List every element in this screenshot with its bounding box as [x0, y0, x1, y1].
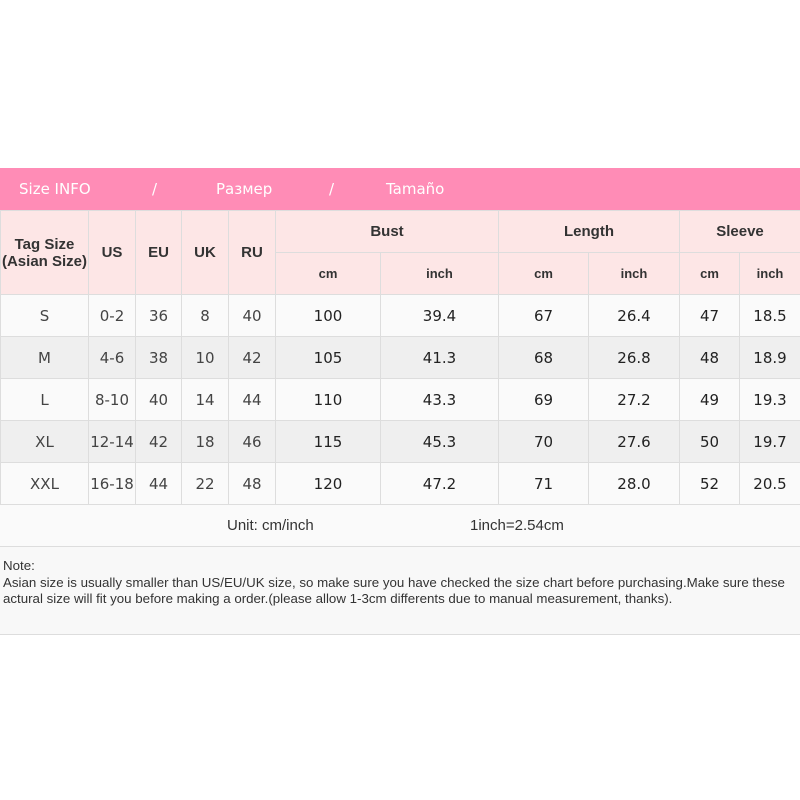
cell-sleeve-cm: 50 [679, 420, 740, 463]
cell-eu: 42 [135, 420, 182, 463]
cell-us: 12-14 [88, 420, 136, 463]
cell-length-cm: 70 [498, 420, 589, 463]
cell-us: 8-10 [88, 378, 136, 421]
note-text: Asian size is usually smaller than US/EU… [3, 574, 785, 607]
header-sleeve: Sleeve [678, 210, 800, 253]
cell-bust-inch: 39.4 [380, 294, 499, 337]
cell-sleeve-cm: 49 [679, 378, 740, 421]
cell-length-inch: 27.6 [588, 420, 680, 463]
header-length-inch: inch [588, 252, 680, 295]
cell-bust-cm: 100 [275, 294, 381, 337]
size-info-title-bar: Size INFO / Размер / Tamaño [0, 168, 800, 210]
header-length: Length [498, 210, 680, 253]
cell-uk: 22 [181, 462, 229, 505]
cell-length-inch: 26.8 [588, 336, 680, 379]
title-separator: / [329, 180, 335, 198]
header-uk: UK [181, 210, 229, 295]
header-us: US [88, 210, 136, 295]
cell-bust-cm: 115 [275, 420, 381, 463]
note-heading: Note: [3, 558, 35, 573]
cell-sleeve-inch: 18.9 [738, 336, 800, 379]
cell-length-cm: 69 [498, 378, 589, 421]
cell-ru: 46 [228, 420, 276, 463]
cell-uk: 14 [181, 378, 229, 421]
size-table: Tag Size (Asian Size) US EU UK RU Bust L… [0, 210, 800, 505]
cell-sleeve-cm: 47 [679, 294, 740, 337]
unit-label: Unit: cm/inch [227, 517, 314, 534]
note-section: Note: Asian size is usually smaller than… [0, 547, 800, 635]
title-tamano: Tamaño [386, 180, 445, 198]
cell-sleeve-cm: 52 [679, 462, 740, 505]
cell-bust-inch: 41.3 [380, 336, 499, 379]
cell-length-inch: 28.0 [588, 462, 680, 505]
cell-sleeve-inch: 18.5 [738, 294, 800, 337]
header-eu: EU [135, 210, 182, 295]
table-row: L 8-10 40 14 44 110 43.3 69 27.2 49 19.3 [0, 378, 800, 421]
cell-ru: 40 [228, 294, 276, 337]
header-bust: Bust [275, 210, 499, 253]
cell-length-inch: 26.4 [588, 294, 680, 337]
cell-bust-cm: 110 [275, 378, 381, 421]
cell-uk: 10 [181, 336, 229, 379]
cell-bust-inch: 45.3 [380, 420, 499, 463]
cell-tag-size: XXL [0, 462, 89, 505]
title-razmer: Размер [216, 180, 273, 198]
cell-uk: 8 [181, 294, 229, 337]
cell-sleeve-inch: 20.5 [738, 462, 800, 505]
cell-length-cm: 71 [498, 462, 589, 505]
table-row: M 4-6 38 10 42 105 41.3 68 26.8 48 18.9 [0, 336, 800, 379]
cell-sleeve-cm: 48 [679, 336, 740, 379]
cell-sleeve-inch: 19.7 [738, 420, 800, 463]
cell-us: 0-2 [88, 294, 136, 337]
header-sleeve-inch: inch [738, 252, 800, 295]
header-sleeve-cm: cm [679, 252, 740, 295]
cell-tag-size: XL [0, 420, 89, 463]
title-separator: / [152, 180, 158, 198]
cell-ru: 48 [228, 462, 276, 505]
header-length-cm: cm [498, 252, 589, 295]
cell-tag-size: L [0, 378, 89, 421]
header-bust-inch: inch [380, 252, 499, 295]
cell-tag-size: M [0, 336, 89, 379]
cell-uk: 18 [181, 420, 229, 463]
cell-bust-inch: 43.3 [380, 378, 499, 421]
cell-length-inch: 27.2 [588, 378, 680, 421]
cell-ru: 42 [228, 336, 276, 379]
cell-eu: 44 [135, 462, 182, 505]
cell-bust-cm: 105 [275, 336, 381, 379]
table-row: S 0-2 36 8 40 100 39.4 67 26.4 47 18.5 [0, 294, 800, 337]
cell-us: 4-6 [88, 336, 136, 379]
cell-length-cm: 67 [498, 294, 589, 337]
title-size-info: Size INFO [19, 180, 91, 198]
cell-ru: 44 [228, 378, 276, 421]
cell-eu: 40 [135, 378, 182, 421]
unit-conversion: 1inch=2.54cm [470, 517, 564, 534]
cell-eu: 38 [135, 336, 182, 379]
cell-tag-size: S [0, 294, 89, 337]
header-bust-cm: cm [275, 252, 381, 295]
unit-row: Unit: cm/inch 1inch=2.54cm [0, 505, 800, 547]
cell-bust-inch: 47.2 [380, 462, 499, 505]
cell-us: 16-18 [88, 462, 136, 505]
table-row: XXL 16-18 44 22 48 120 47.2 71 28.0 52 20.5 [0, 462, 800, 505]
cell-eu: 36 [135, 294, 182, 337]
cell-length-cm: 68 [498, 336, 589, 379]
cell-bust-cm: 120 [275, 462, 381, 505]
size-chart: Size INFO / Размер / Tamaño Tag Size (As… [0, 168, 800, 635]
header-tag-size: Tag Size (Asian Size) [0, 210, 89, 295]
table-row: XL 12-14 42 18 46 115 45.3 70 27.6 50 19.7 [0, 420, 800, 463]
cell-sleeve-inch: 19.3 [738, 378, 800, 421]
header-ru: RU [228, 210, 276, 295]
